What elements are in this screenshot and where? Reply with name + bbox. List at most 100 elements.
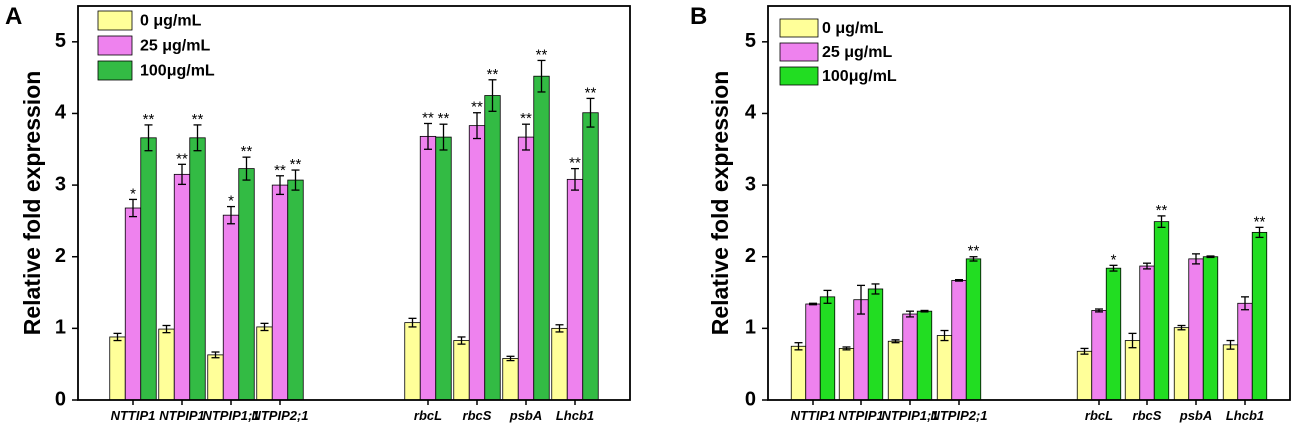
bar: [805, 303, 821, 401]
bar: [1202, 256, 1219, 401]
significance-label: **: [241, 143, 253, 160]
bar: [1251, 231, 1268, 401]
y-tick-label: 2: [745, 245, 756, 267]
x-tick-label: psbA: [509, 408, 543, 423]
bar: [902, 313, 918, 401]
y-tick-label: 3: [55, 173, 66, 195]
bar: [1153, 221, 1170, 401]
bar: [838, 348, 855, 401]
bar: [173, 173, 191, 401]
plot-frame: [77, 5, 631, 401]
significance-label: **: [422, 109, 434, 126]
bar: [207, 354, 224, 401]
bar: [271, 184, 289, 401]
y-tick-label: 0: [745, 388, 756, 410]
x-tick-label: NTPIP2;1: [930, 408, 987, 423]
y-tick-label: 4: [55, 102, 67, 124]
bar: [551, 327, 568, 401]
y-tick-label: 1: [55, 317, 66, 339]
bar: [867, 288, 884, 401]
bar: [1124, 340, 1141, 401]
bar: [819, 296, 836, 401]
significance-label: **: [569, 155, 581, 172]
significance-label: **: [143, 111, 155, 128]
bar: [951, 279, 967, 401]
bar: [790, 345, 807, 401]
legend-label: 0 μg/mL: [140, 13, 202, 30]
x-tick-label: rbcS: [1133, 408, 1162, 423]
bar: [158, 328, 175, 401]
x-tick-label: NTTIP1: [791, 408, 836, 423]
y-tick-label: 0: [55, 388, 66, 410]
significance-label: **: [290, 156, 302, 173]
bar: [1139, 265, 1155, 401]
bar: [533, 75, 550, 401]
x-tick-label: rbcL: [414, 408, 442, 423]
bar: [484, 95, 501, 401]
x-tick-label: Lhcb1: [556, 408, 594, 423]
y-tick-label: 1: [745, 317, 756, 339]
bar: [936, 335, 953, 401]
significance-label: **: [192, 111, 204, 128]
x-tick-label: NTPIP1;1: [202, 408, 259, 423]
legend-swatch: [97, 35, 133, 56]
bar: [965, 258, 982, 401]
legend-label: 0 μg/mL: [822, 20, 884, 37]
x-tick-label: NTPIP2;1: [251, 408, 308, 423]
bar: [887, 340, 904, 401]
significance-label: *: [228, 193, 234, 210]
significance-label: **: [438, 110, 450, 127]
y-axis-label: Relative fold expression: [707, 71, 733, 336]
bar: [1237, 302, 1253, 401]
x-tick-label: NTPIP1;1: [881, 408, 938, 423]
legend-swatch: [779, 18, 819, 38]
bar: [404, 322, 421, 401]
bar: [1222, 344, 1239, 401]
bar: [238, 168, 255, 401]
significance-label: **: [274, 162, 286, 179]
significance-label: *: [130, 185, 136, 202]
x-tick-label: rbcL: [1085, 408, 1113, 423]
x-tick-label: rbcS: [463, 408, 492, 423]
panel-letter: A: [5, 3, 22, 30]
significance-label: **: [1156, 202, 1168, 219]
x-tick-label: psbA: [1179, 408, 1213, 423]
legend-label: 25 μg/mL: [140, 38, 210, 55]
bar: [435, 136, 452, 401]
bar: [1076, 350, 1093, 401]
legend-swatch: [779, 66, 819, 86]
bar: [916, 310, 933, 401]
significance-label: **: [585, 84, 597, 101]
bar: [1091, 310, 1107, 401]
significance-label: **: [471, 99, 483, 116]
bar: [468, 125, 486, 401]
legend-label: 100μg/mL: [822, 68, 897, 85]
x-tick-label: NTTIP1: [111, 408, 156, 423]
y-tick-label: 5: [55, 30, 66, 52]
bar: [256, 326, 273, 401]
legend-swatch: [97, 10, 133, 31]
legend: 0 μg/mL 25 μg/mL 100μg/mL: [97, 10, 215, 81]
x-tick-label: NTPIP1: [159, 408, 205, 423]
bar: [222, 214, 240, 401]
bar: [453, 340, 470, 401]
bar: [1173, 327, 1190, 401]
bar: [566, 178, 584, 401]
bar: [109, 336, 126, 401]
legend-swatch: [779, 42, 819, 62]
x-tick-label: NTPIP1: [838, 408, 884, 423]
panel-letter: B: [690, 3, 707, 30]
legend: 0 μg/mL 25 μg/mL 100μg/mL: [779, 18, 897, 86]
y-axis-label: Relative fold expression: [19, 71, 45, 336]
significance-label: *: [1111, 251, 1117, 268]
significance-label: **: [487, 66, 499, 83]
legend-label: 100μg/mL: [140, 63, 215, 80]
y-tick-label: 3: [745, 173, 756, 195]
y-tick-label: 5: [745, 30, 756, 52]
bar: [124, 207, 142, 401]
bar: [419, 135, 437, 401]
plot-frame: [767, 5, 1291, 401]
